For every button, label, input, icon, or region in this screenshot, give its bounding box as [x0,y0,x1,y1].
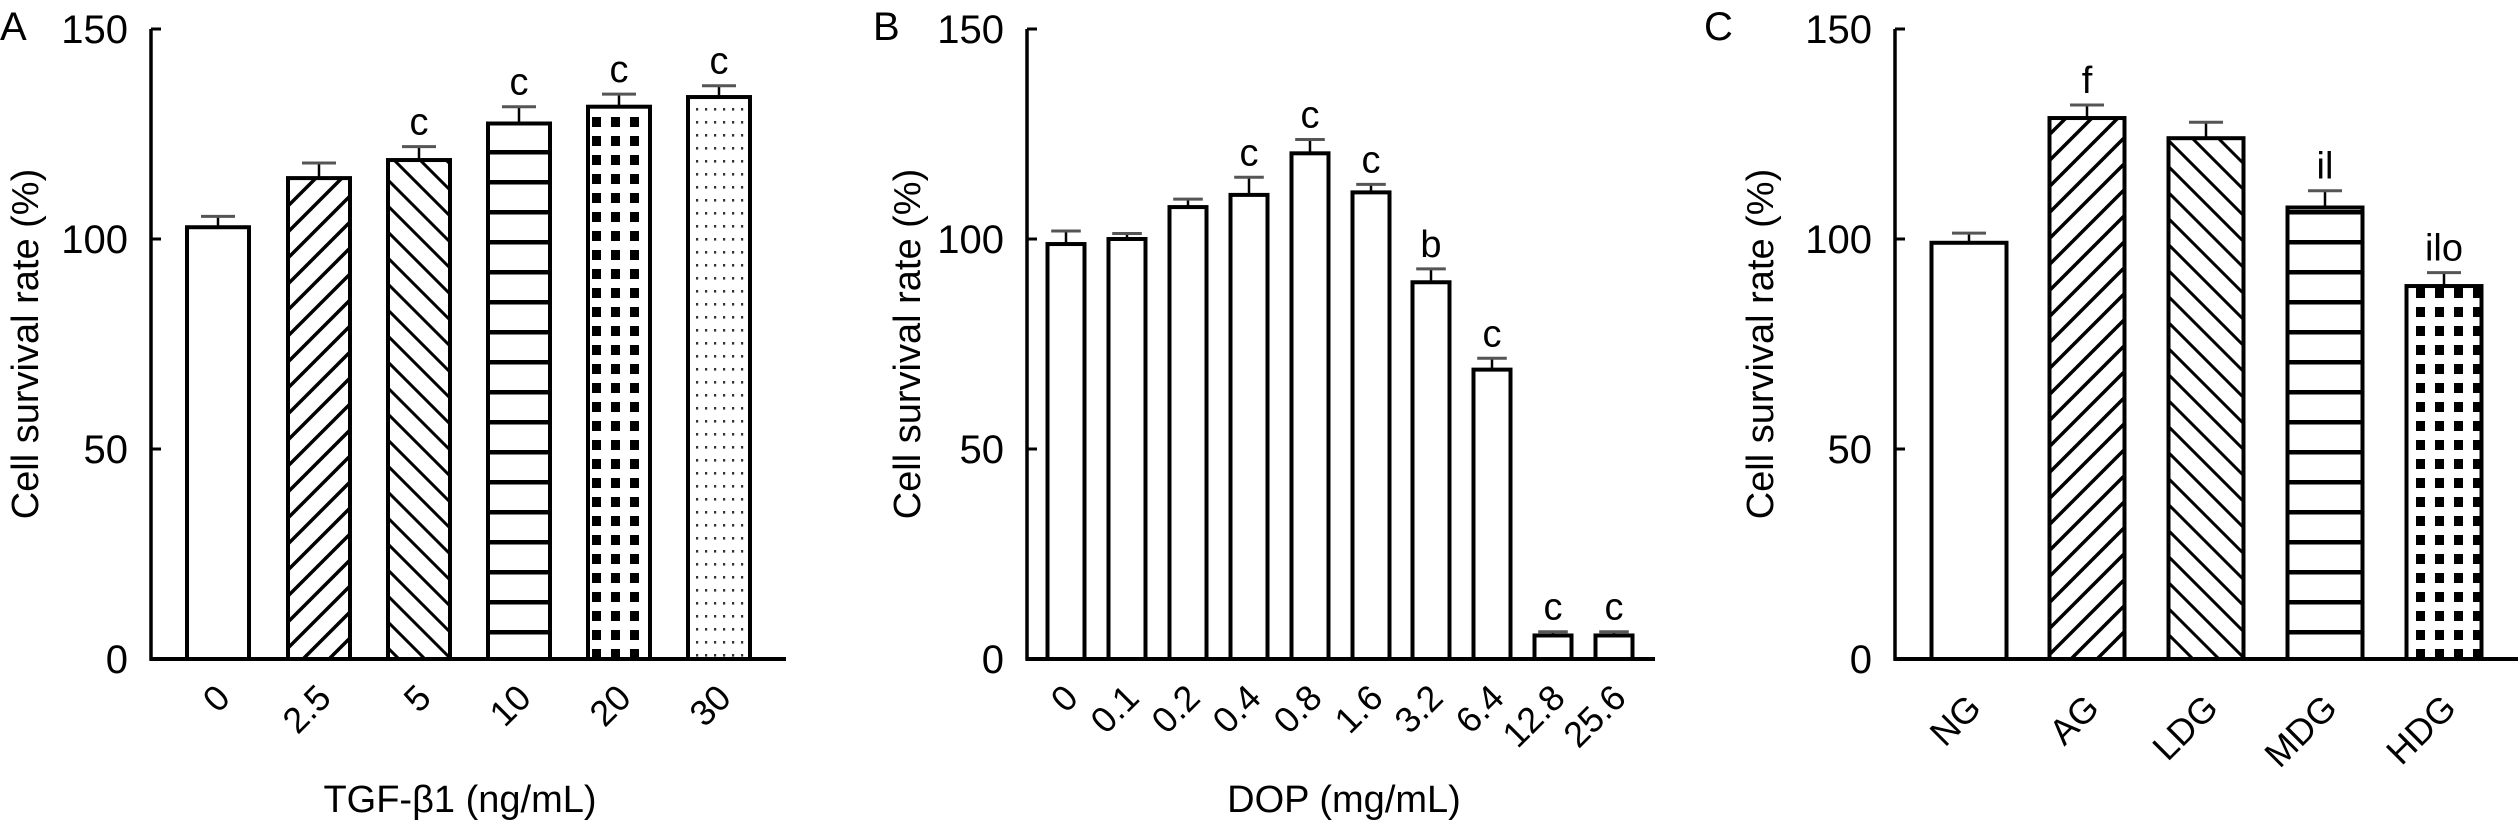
bar [185,225,251,662]
significance-label: ilo [2425,228,2463,270]
bar [286,176,352,661]
y-tick-label: 150 [937,8,1004,52]
bar [1532,633,1574,661]
bar [1167,205,1209,662]
x-tick-label: 0.1 [1082,677,1146,741]
x-tick-label: 20 [581,677,638,734]
bar [2404,284,2484,661]
bar [586,104,652,661]
significance-label: c [1362,139,1381,181]
x-axis-label: DOP (mg/mL) [1227,779,1461,821]
significance-label: c [710,41,729,83]
x-tick-label: 0 [1043,677,1086,720]
bar [1593,633,1635,661]
y-tick-label: 0 [1850,638,1872,682]
x-tick-label: 3.2 [1386,677,1450,741]
bar [2166,136,2246,661]
panel-a: A Cell survival rate (%) TGF-β1 (ng/mL) … [0,5,786,821]
bar [1350,190,1392,661]
x-tick-label: MDG [2256,687,2344,775]
x-tick-label: 0 [195,677,238,720]
x-tick-label: LDG [2144,687,2225,768]
panel-label: B [873,5,900,49]
bar [1471,367,1513,661]
significance-label: b [1420,224,1441,266]
x-tick-label: HDG [2378,687,2464,773]
panel-label: A [0,5,27,49]
y-axis-label: Cell survival rate (%) [887,169,929,520]
significance-label: c [410,102,429,144]
x-tick-label: 1.6 [1326,677,1390,741]
y-tick-label: 100 [61,218,128,262]
y-tick-label: 100 [937,218,1004,262]
x-tick-label: 0.2 [1143,677,1207,741]
significance-label: c [1301,94,1320,136]
x-tick-label: 0.4 [1204,677,1268,741]
y-tick-label: 0 [982,638,1004,682]
significance-label: c [1483,313,1502,355]
bar [1045,242,1087,661]
x-axis-label: TGF-β1 (ng/mL) [323,779,596,821]
x-tick-label: 10 [481,677,538,734]
y-tick-label: 150 [1805,8,1872,52]
y-tick-label: 150 [61,8,128,52]
panel-label: C [1704,5,1733,49]
y-tick-label: 50 [960,428,1005,472]
bar [486,121,552,661]
significance-label: il [2317,146,2334,188]
bar [1228,192,1270,661]
significance-label: c [510,62,529,104]
x-tick-label: 0.8 [1265,677,1329,741]
panel-b: B Cell survival rate (%) DOP (mg/mL) 0 50… [873,5,1655,821]
significance-label: c [1240,132,1259,174]
bar [1106,237,1148,661]
bar [1410,280,1452,661]
x-tick-label: 30 [681,677,738,734]
significance-label: c [1605,587,1624,629]
x-tick-label: AG [2041,687,2107,753]
y-tick-label: 50 [84,428,129,472]
x-tick-label: 5 [396,677,439,720]
bar [386,158,452,661]
bar [1929,240,2009,661]
x-tick-label: NG [1921,687,1988,754]
y-tick-label: 100 [1805,218,1872,262]
bar [2047,116,2127,662]
significance-label: f [2082,60,2093,102]
y-axis-label: Cell survival rate (%) [1740,169,1782,520]
y-tick-label: 50 [1828,428,1873,472]
x-tick-label: 25.6 [1555,677,1634,756]
significance-label: c [610,49,629,91]
x-tick-label: 2.5 [274,677,338,741]
bar [2285,205,2365,661]
bar [1289,151,1331,661]
bar [686,95,752,662]
significance-label: c [1544,587,1563,629]
y-axis-label: Cell survival rate (%) [5,169,47,520]
x-tick-label: 12.8 [1494,677,1573,756]
panel-c: C Cell survival rate (%) 0 50 100 150 NG f AG L… [1704,5,2518,775]
y-tick-label: 0 [106,638,128,682]
